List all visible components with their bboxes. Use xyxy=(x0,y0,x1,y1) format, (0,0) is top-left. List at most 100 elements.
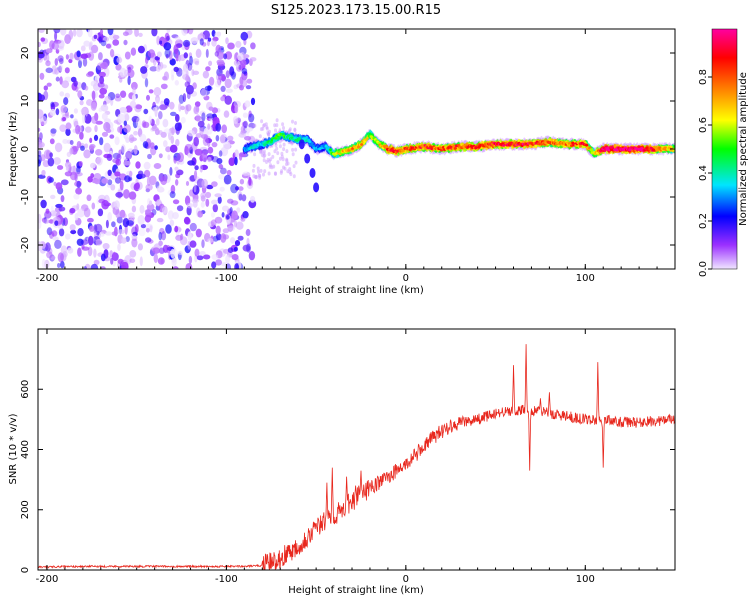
noise-blob xyxy=(220,85,226,92)
noise-blob xyxy=(68,29,74,40)
noise-blob xyxy=(60,29,67,36)
noise-blob xyxy=(88,235,94,246)
noise-blob xyxy=(69,224,76,231)
noise-blob xyxy=(50,101,55,108)
noise-blob xyxy=(158,111,163,120)
noise-blob xyxy=(110,184,116,191)
noise-blob xyxy=(211,142,218,148)
noise-blob xyxy=(72,29,77,37)
noise-blob xyxy=(105,121,114,130)
noise-blob xyxy=(115,93,121,99)
noise-blob xyxy=(260,119,264,124)
noise-blob xyxy=(149,175,157,186)
noise-blob xyxy=(86,194,92,202)
noise-blob xyxy=(266,130,270,135)
noise-blob xyxy=(180,116,186,124)
noise-blob xyxy=(158,240,163,247)
noise-blob xyxy=(185,104,192,112)
noise-blob xyxy=(122,31,129,37)
y-tick-label: 200 xyxy=(20,500,31,519)
noise-blob xyxy=(291,152,295,157)
noise-blob xyxy=(121,145,125,156)
noise-blob xyxy=(200,201,205,208)
noise-blob xyxy=(107,29,114,36)
noise-blob xyxy=(119,67,127,78)
noise-blob xyxy=(114,226,118,237)
noise-blob xyxy=(119,107,127,113)
noise-blob xyxy=(89,137,93,143)
noise-blob xyxy=(93,34,98,40)
noise-blob xyxy=(50,205,54,214)
figure-title: S125.2023.173.15.00.R15 xyxy=(271,3,441,18)
noise-blob xyxy=(227,135,234,141)
noise-blob xyxy=(93,259,100,265)
noise-blob xyxy=(76,141,82,149)
noise-blob xyxy=(82,57,88,67)
noise-blob xyxy=(286,161,290,166)
noise-blob xyxy=(248,251,256,261)
noise-blob xyxy=(49,152,53,158)
noise-blob xyxy=(60,105,68,113)
noise-blob xyxy=(254,174,257,179)
y-tick-label: -20 xyxy=(20,237,31,253)
noise-blob xyxy=(154,56,160,61)
x-tick-label: -100 xyxy=(215,574,238,585)
noise-blob xyxy=(187,152,193,159)
noise-blob xyxy=(192,58,200,64)
noise-blob xyxy=(76,180,81,189)
noise-blob xyxy=(172,212,179,220)
noise-blob xyxy=(58,228,65,237)
noise-blob xyxy=(187,29,194,35)
noise-blob xyxy=(93,178,101,185)
noise-blob xyxy=(283,166,287,171)
noise-blob xyxy=(211,181,218,188)
noise-blob xyxy=(238,193,243,201)
ridge-cell xyxy=(308,140,312,144)
noise-blob xyxy=(174,225,179,233)
noise-blob xyxy=(124,113,130,122)
noise-blob xyxy=(230,237,236,244)
noise-blob xyxy=(133,130,139,136)
colorbar-tick-label: 0.4 xyxy=(698,165,709,181)
noise-blob xyxy=(62,139,69,144)
ridge-cell xyxy=(281,132,285,136)
noise-blob xyxy=(220,233,227,243)
noise-blob xyxy=(115,158,121,166)
noise-blob xyxy=(189,222,197,232)
noise-blob xyxy=(171,257,177,267)
noise-blob xyxy=(288,127,292,132)
noise-blob xyxy=(214,193,222,198)
noise-blob xyxy=(165,224,172,234)
noise-blob xyxy=(79,131,84,140)
noise-blob xyxy=(231,254,239,261)
noise-blob xyxy=(206,113,214,119)
noise-blob xyxy=(46,82,52,87)
noise-blob xyxy=(134,103,142,113)
noise-blob xyxy=(95,65,102,75)
noise-blob xyxy=(135,182,140,190)
noise-blob xyxy=(93,134,99,141)
noise-blob xyxy=(217,73,225,81)
noise-blob xyxy=(190,37,199,44)
noise-blob xyxy=(78,59,82,69)
noise-blob xyxy=(185,75,190,82)
noise-blob xyxy=(142,141,149,149)
noise-blob xyxy=(170,248,176,259)
noise-blob xyxy=(227,42,235,50)
noise-blob xyxy=(138,228,146,237)
noise-blob xyxy=(205,48,209,58)
noise-blob xyxy=(83,149,91,159)
noise-blob xyxy=(169,144,178,153)
noise-blob xyxy=(234,156,238,166)
snr-xlabel: Height of straight line (km) xyxy=(288,585,424,596)
ridge-spur xyxy=(313,182,320,193)
snr-series-line xyxy=(38,344,675,570)
noise-blob xyxy=(214,51,219,57)
colorbar-tick-label: 0.0 xyxy=(698,261,709,277)
noise-blob xyxy=(259,168,263,173)
noise-blob xyxy=(160,131,167,138)
noise-blob xyxy=(251,168,255,173)
noise-blob xyxy=(197,33,206,42)
noise-blob xyxy=(245,228,251,237)
x-tick-label: 100 xyxy=(576,574,595,585)
